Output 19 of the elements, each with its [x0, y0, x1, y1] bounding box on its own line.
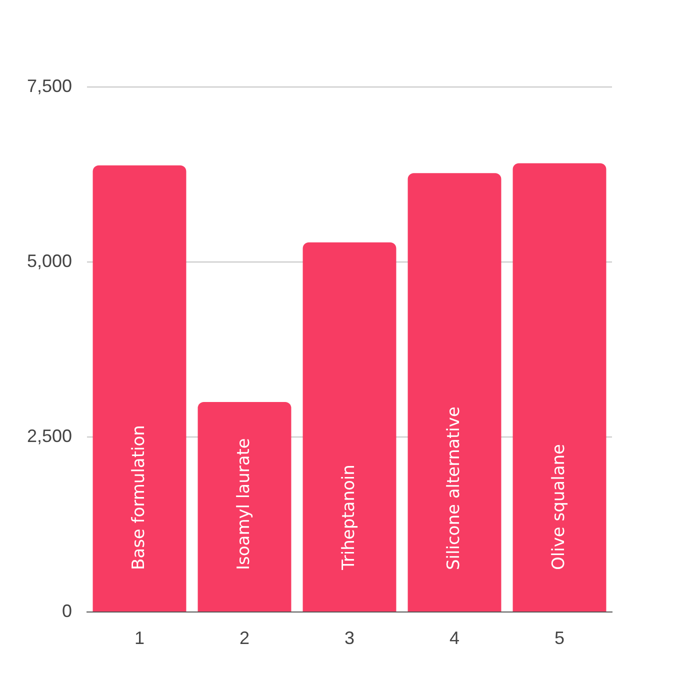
y-tick-label: 7,500	[26, 76, 72, 96]
x-tick-label: 4	[449, 628, 460, 648]
y-tick-label: 0	[62, 600, 72, 621]
y-tick-label: 2,500	[26, 426, 72, 446]
bar	[198, 402, 292, 612]
annotation: Olive squalane	[548, 444, 569, 570]
annotation: Base formulation	[128, 425, 149, 570]
x-tick-label: 2	[239, 628, 250, 648]
bar	[512, 163, 606, 612]
x-tick-label: 1	[134, 628, 145, 648]
bar	[92, 165, 186, 612]
y-tick-label: 5,000	[26, 250, 72, 271]
bar	[408, 173, 502, 612]
annotation: Triheptanoin	[338, 464, 359, 571]
x-tick-label: 3	[344, 628, 355, 648]
x-tick-label: 5	[554, 628, 565, 648]
annotation: Isoamyl laurate	[234, 438, 254, 570]
annotation: Silicone alternative	[444, 406, 464, 570]
bar	[302, 242, 396, 612]
